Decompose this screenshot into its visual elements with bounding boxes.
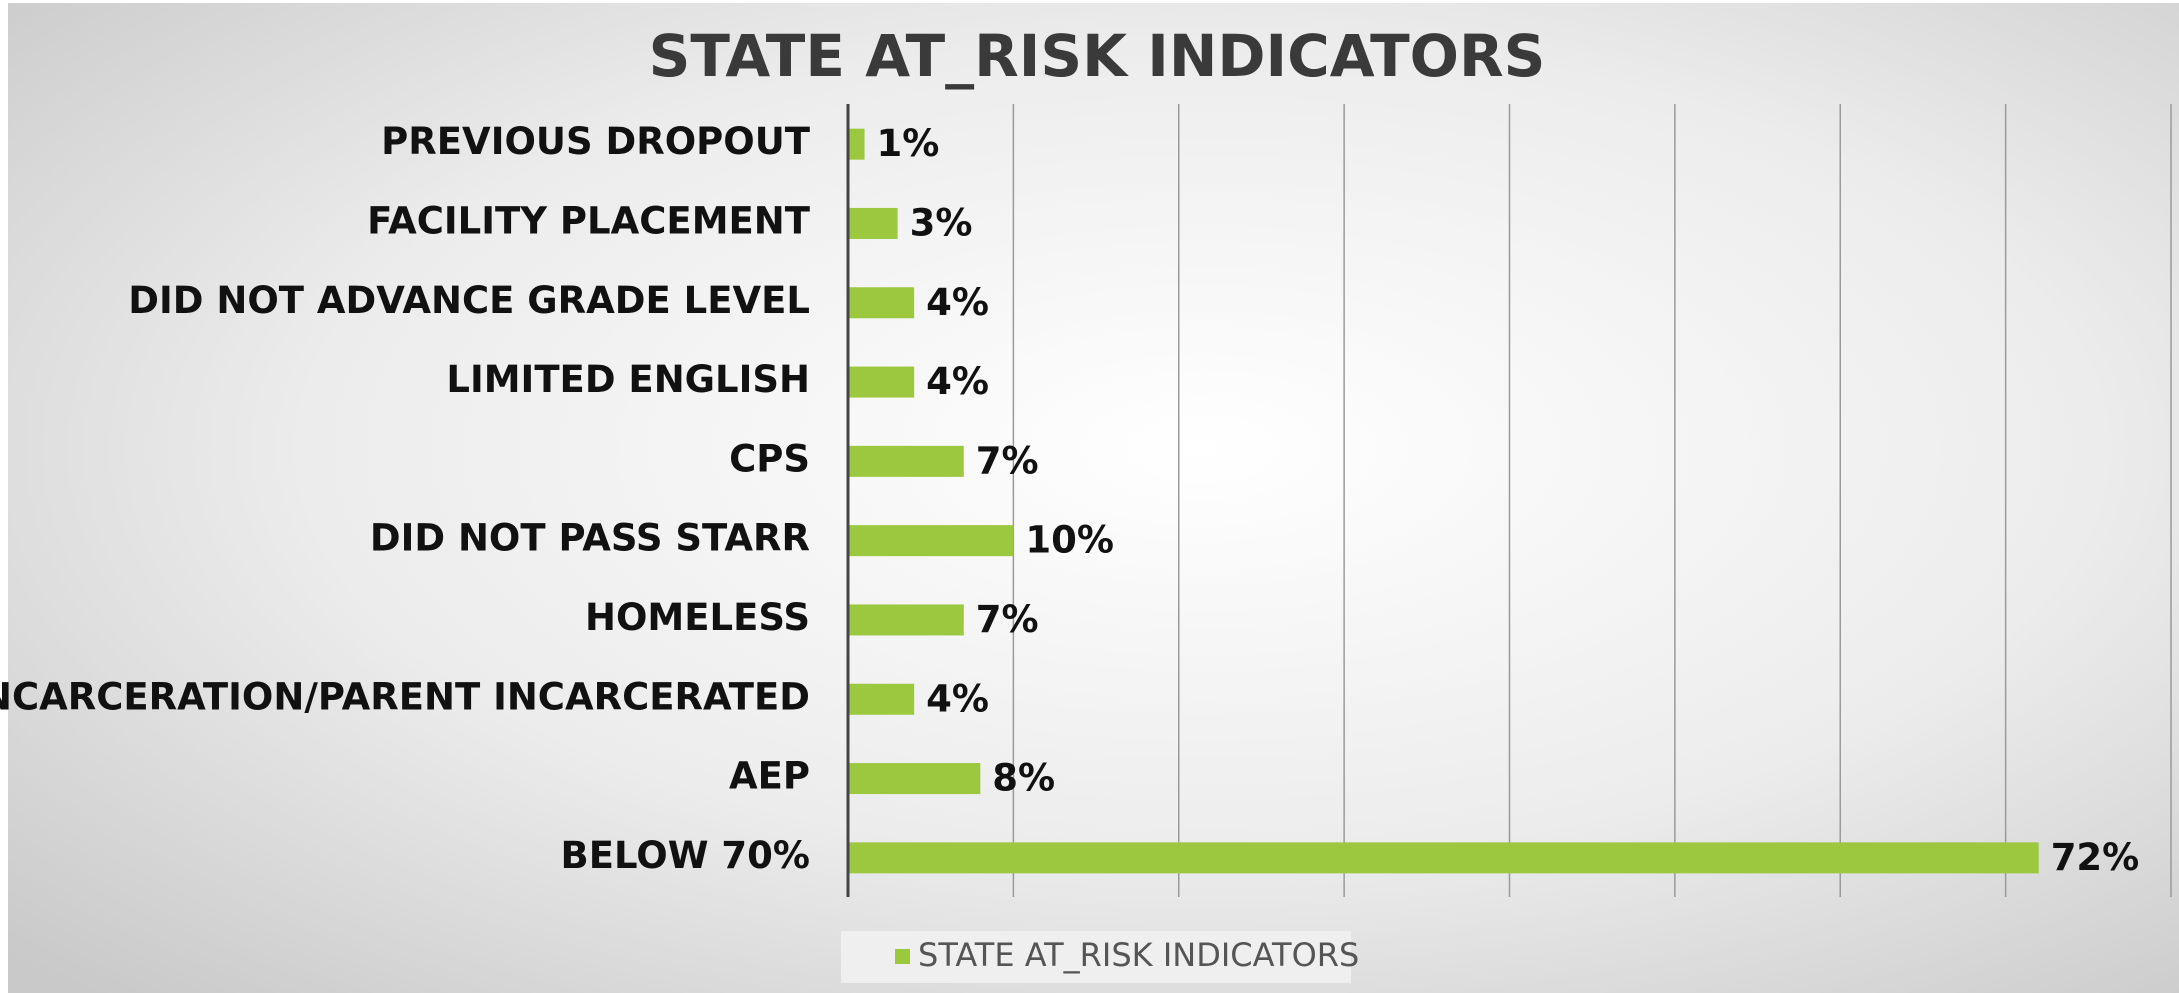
bar (848, 128, 865, 160)
y-tick-label: INCARCERATION/PARENT INCARCERATED (0, 675, 810, 718)
data-label: 4% (926, 677, 989, 720)
y-tick-label: BELOW 70% (561, 834, 810, 877)
data-label: 8% (992, 757, 1055, 800)
y-tick-label: FACILITY PLACEMENT (367, 199, 811, 242)
y-tick-label: CPS (729, 437, 810, 480)
bar (848, 445, 964, 477)
data-label: 7% (976, 439, 1039, 482)
y-tick-label: HOMELESS (585, 596, 810, 639)
y-tick-label: PREVIOUS DROPOUT (381, 120, 811, 163)
y-tick-label: AEP (729, 755, 810, 798)
data-label: 10% (1025, 519, 1114, 562)
data-label: 3% (910, 201, 973, 244)
data-label: 7% (976, 598, 1039, 641)
bar (848, 683, 915, 715)
legend-label: STATE AT_RISK INDICATORS (918, 936, 1359, 974)
data-label: 4% (926, 281, 989, 324)
bar (848, 763, 981, 795)
y-tick-label: DID NOT PASS STARR (370, 517, 810, 560)
y-tick-label: LIMITED ENGLISH (446, 358, 810, 401)
data-label: 72% (2051, 836, 2140, 879)
bar (848, 604, 964, 636)
legend (841, 931, 1351, 983)
bar (848, 207, 898, 239)
data-label: 1% (877, 122, 940, 165)
data-label: 4% (926, 360, 989, 403)
legend-swatch (895, 949, 910, 964)
bar (848, 366, 915, 398)
chart-title: STATE AT_RISK INDICATORS (649, 22, 1546, 90)
bar (848, 525, 1014, 557)
y-tick-label: DID NOT ADVANCE GRADE LEVEL (128, 279, 810, 322)
bar (848, 842, 2039, 874)
background (8, 3, 2179, 993)
bar (848, 287, 915, 319)
